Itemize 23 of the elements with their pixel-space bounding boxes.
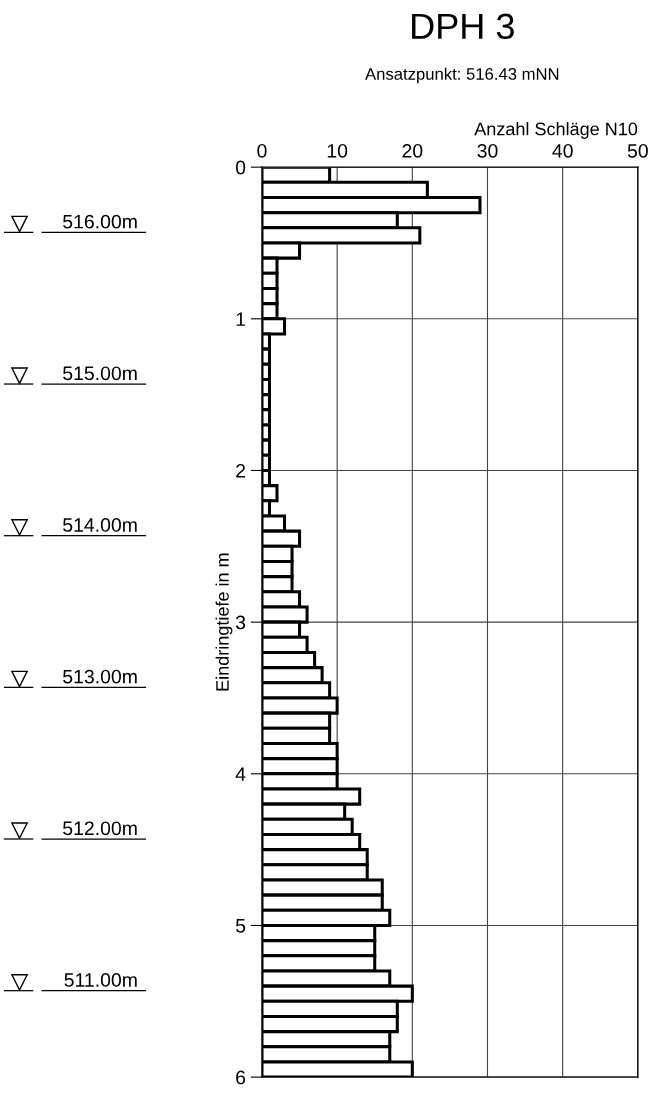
y-tick-label: 5 (235, 919, 246, 933)
chart-subtitle: Ansatzpunkt: 516.43 mNN (365, 67, 559, 84)
y-tick-label: 6 (236, 1070, 246, 1085)
x-tick-label: 40 (552, 143, 573, 158)
y2-tick-label: 516.00m (63, 214, 137, 229)
y-tick-label: 1 (236, 312, 246, 326)
y2-tick-label: 514.00m (63, 518, 137, 532)
x-axis-title: Anzahl Schläge N10 (474, 122, 638, 139)
x-tick-label: 50 (627, 143, 648, 158)
y2-tick-label: 511.00m (64, 973, 137, 987)
y-tick-label: 0 (235, 160, 246, 175)
x-tick-label: 30 (477, 143, 498, 158)
y-tick-label: 3 (235, 615, 246, 630)
x-tick-label: 0 (257, 143, 267, 158)
chart-title: DPH 3 (412, 13, 514, 40)
y-axis-title: Eindringtiefe in m (215, 553, 233, 691)
y2-tick-label: 512.00m (63, 821, 137, 836)
x-tick-label: 10 (327, 143, 348, 158)
y-tick-label: 2 (236, 463, 246, 478)
y-tick-label: 4 (235, 767, 246, 781)
y2-tick-label: 515.00m (63, 366, 137, 381)
x-tick-label: 20 (402, 143, 423, 158)
y2-tick-label: 513.00m (63, 669, 137, 684)
